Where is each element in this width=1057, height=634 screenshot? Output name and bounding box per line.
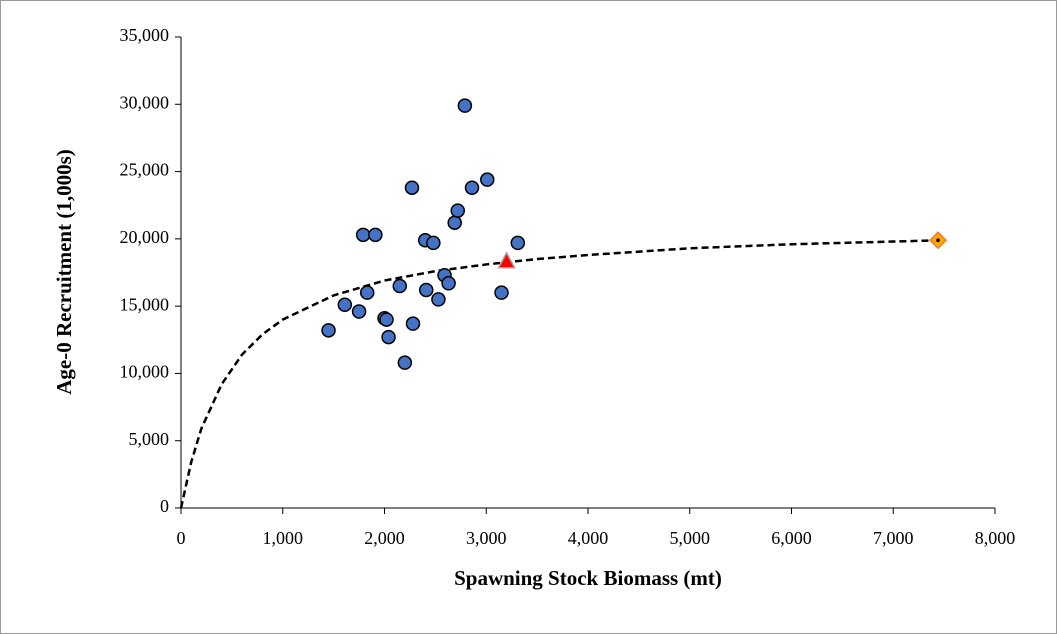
x-tick-label: 7,000 <box>873 528 914 548</box>
point <box>510 235 526 251</box>
y-tick-label: 15,000 <box>120 294 170 314</box>
point <box>397 355 413 370</box>
x-tick-label: 3,000 <box>466 528 507 548</box>
y-tick-label: 35,000 <box>120 25 170 45</box>
x-tick-label: 1,000 <box>263 528 304 548</box>
x-tick-label: 6,000 <box>771 528 812 548</box>
y-tick-label: 0 <box>160 496 169 516</box>
y-tick-label: 25,000 <box>120 160 170 180</box>
point <box>351 304 367 319</box>
y-tick-label: 10,000 <box>120 362 170 382</box>
point-center <box>936 238 940 243</box>
point <box>450 203 466 218</box>
point <box>431 292 446 307</box>
point <box>337 297 353 313</box>
point <box>418 282 434 298</box>
y-tick-label: 5,000 <box>129 429 170 449</box>
point <box>447 215 462 230</box>
point <box>405 316 421 331</box>
x-axis-title: Spawning Stock Biomass (mt) <box>454 566 722 590</box>
y-axis-title: Age-0 Recruitment (1,000s) <box>52 149 76 395</box>
point <box>426 235 441 251</box>
point <box>494 285 509 300</box>
x-tick-label: 0 <box>177 528 186 548</box>
point <box>359 285 375 300</box>
x-tick-label: 8,000 <box>975 528 1016 548</box>
x-tick-label: 2,000 <box>364 528 405 548</box>
point-triangle <box>497 251 516 269</box>
y-tick-label: 20,000 <box>120 227 170 247</box>
point <box>379 312 394 327</box>
point <box>381 329 396 345</box>
point <box>464 180 480 195</box>
point <box>368 227 383 243</box>
point <box>457 98 473 113</box>
y-tick-label: 30,000 <box>120 92 170 112</box>
point <box>392 278 408 294</box>
point <box>321 323 336 338</box>
x-tick-label: 5,000 <box>670 528 711 548</box>
x-tick-label: 4,000 <box>568 528 609 548</box>
point <box>441 276 456 291</box>
point <box>404 180 420 195</box>
point <box>480 172 495 187</box>
fit-curve <box>179 238 945 509</box>
point <box>355 227 371 243</box>
